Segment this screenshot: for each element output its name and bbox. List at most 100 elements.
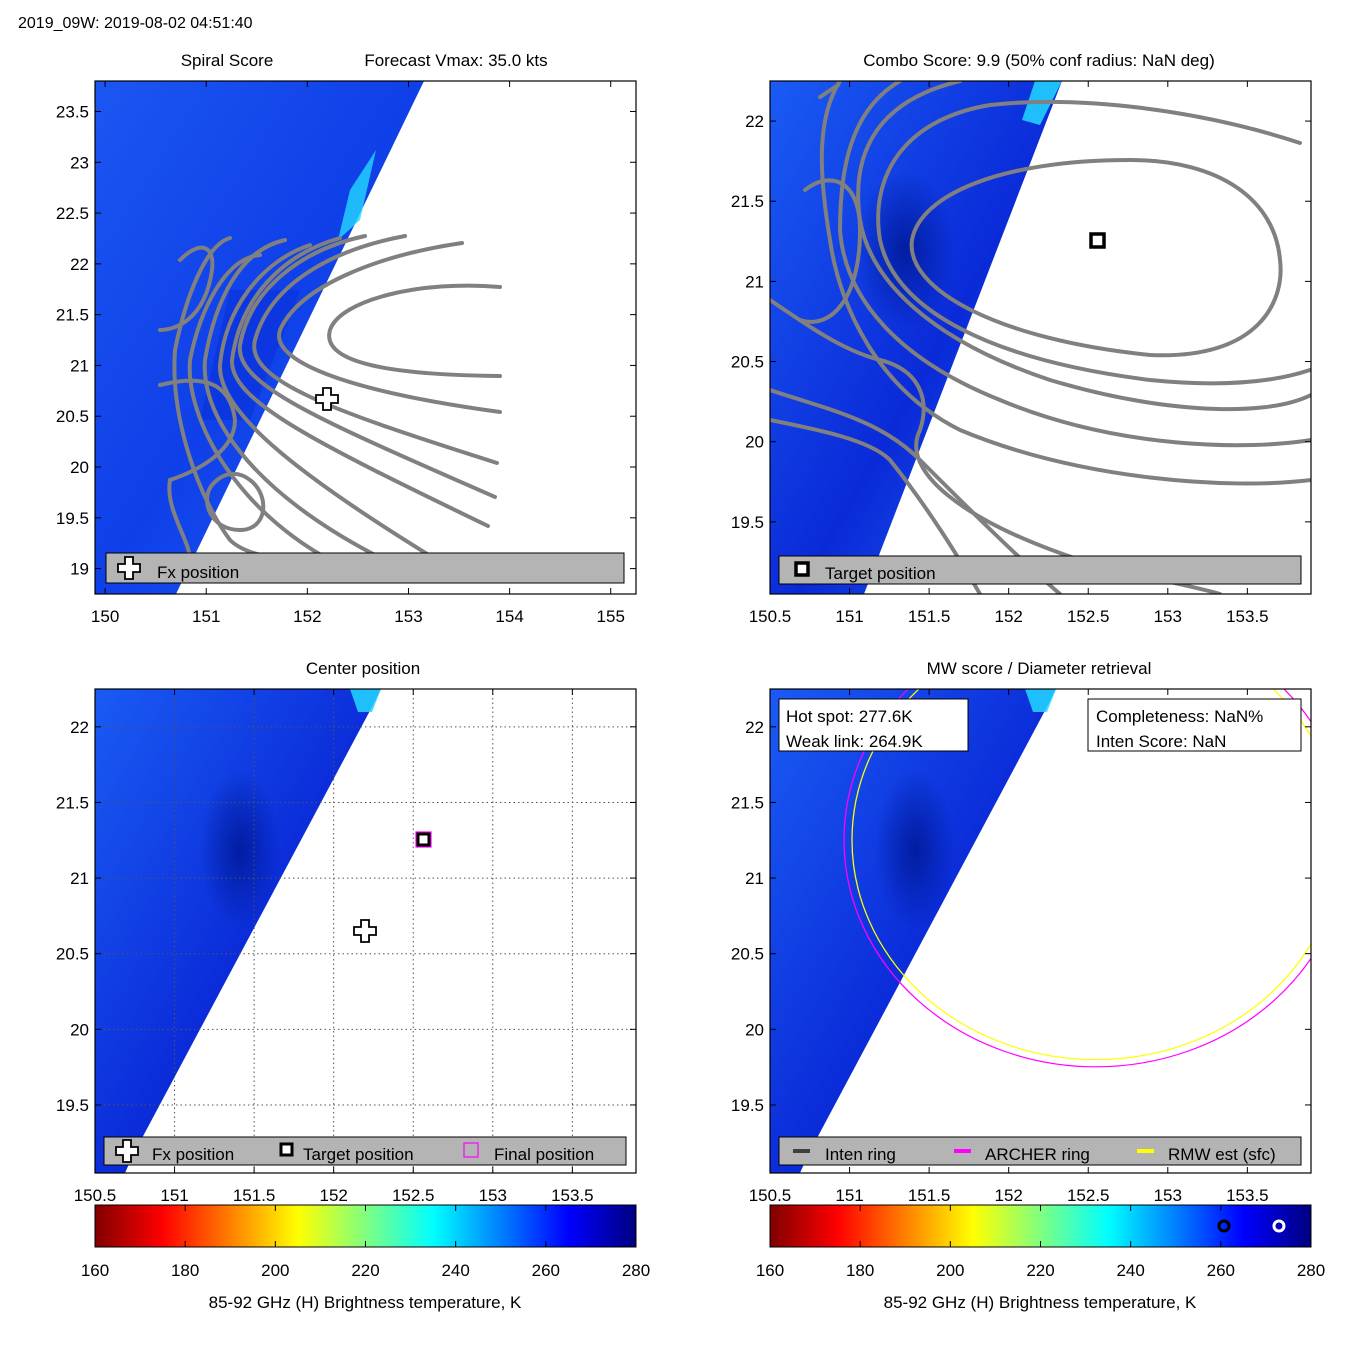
x-tick-label: 151.5 xyxy=(233,1186,276,1205)
mw-legend-archer: ARCHER ring xyxy=(985,1145,1090,1164)
contour xyxy=(876,99,1311,386)
colorbar-tick-label: 180 xyxy=(846,1261,874,1280)
mw-axes: 150.5 151 151.5 152 152.5 153 153.5 19.5 20 20.5 2… xyxy=(731,689,1311,1205)
colorbar-right-ticks: 160 180 200 220 240 260 280 xyxy=(756,1205,1325,1280)
contour xyxy=(909,157,1283,358)
x-tick-label: 152 xyxy=(994,607,1022,626)
combo-title: Combo Score: 9.9 (50% conf radius: NaN d… xyxy=(863,51,1215,70)
mw-info-left: Hot spot: 277.6K Weak link: 264.9K xyxy=(778,698,969,752)
y-tick-label: 21.5 xyxy=(731,192,764,211)
y-tick-label: 19.5 xyxy=(56,509,89,528)
combo-axes: 150.5 151 151.5 152 152.5 153 153.5 19.5 20 20.5 2… xyxy=(731,81,1311,626)
contour xyxy=(837,81,1311,448)
colorbar-left: 160 180 200 220 240 260 280 85-92 GHz (H) Brig… xyxy=(81,1204,650,1312)
colorbar-tick-label: 180 xyxy=(171,1261,199,1280)
combo-swath xyxy=(770,81,1062,594)
x-tick-label: 155 xyxy=(597,607,625,626)
contour xyxy=(856,81,1311,412)
x-tick-label: 150 xyxy=(91,607,119,626)
contour xyxy=(819,81,1311,486)
contour xyxy=(158,245,215,332)
center-axes: 150.5 151 151.5 152 152.5 153 153.5 19.5 20 20.5 2… xyxy=(56,689,636,1205)
x-tick-label: 153 xyxy=(1154,607,1182,626)
x-tick-label: 152.5 xyxy=(1067,607,1110,626)
panel-center-position: Center position Fx position Target posit… xyxy=(56,659,637,1205)
y-tick-label: 19.5 xyxy=(731,1096,764,1115)
x-tick-label: 153.5 xyxy=(1226,1186,1269,1205)
y-tick-label: 20.5 xyxy=(56,407,89,426)
hot-spot-text: Hot spot: 277.6K xyxy=(786,707,913,726)
contour xyxy=(202,238,397,567)
x-tick-label: 152.5 xyxy=(1067,1186,1110,1205)
figure-title: 2019_09W: 2019-08-02 04:51:40 xyxy=(18,15,253,32)
y-tick-label: 23 xyxy=(70,153,89,172)
y-tick-label: 20.5 xyxy=(731,353,764,372)
y-tick-label: 21 xyxy=(745,272,764,291)
spiral-legend-fx: Fx position xyxy=(157,563,239,582)
x-tick-label: 151.5 xyxy=(908,1186,951,1205)
mw-legend-inten: Inten ring xyxy=(825,1145,896,1164)
weak-link-marker xyxy=(1217,1219,1231,1233)
colorbar-tick-label: 200 xyxy=(936,1261,964,1280)
plus-marker-icon xyxy=(117,556,141,580)
combo-legend: Target position xyxy=(778,555,1302,585)
spiral-contours xyxy=(158,234,502,572)
contour xyxy=(818,83,840,99)
y-tick-label: 21.5 xyxy=(56,306,89,325)
contour xyxy=(229,236,490,528)
colorbar-tick-label: 160 xyxy=(81,1261,109,1280)
y-tick-label: 22 xyxy=(745,112,764,131)
x-tick-label: 154 xyxy=(495,607,523,626)
mw-cyan-edge xyxy=(1025,689,1056,712)
combo-contours xyxy=(770,81,1311,594)
center-cold-core xyxy=(200,770,280,930)
colorbar-right: 160 180 200 220 240 260 280 85-92 GHz (H) Brig… xyxy=(756,1204,1325,1312)
center-swath xyxy=(95,689,381,1173)
contour xyxy=(277,241,502,414)
center-legend-target: Target position xyxy=(303,1145,414,1164)
x-tick-label: 152.5 xyxy=(392,1186,435,1205)
mw-title: MW score / Diameter retrieval xyxy=(927,659,1152,678)
contour xyxy=(252,234,499,465)
y-tick-label: 20.5 xyxy=(56,945,89,964)
spiral-legend: Fx position xyxy=(105,552,625,584)
x-tick-label: 150.5 xyxy=(749,607,792,626)
y-tick-label: 19.5 xyxy=(56,1096,89,1115)
colorbar-tick-label: 280 xyxy=(622,1261,650,1280)
contour xyxy=(217,243,439,562)
x-tick-label: 153.5 xyxy=(1226,607,1269,626)
colorbar-tick-label: 260 xyxy=(1207,1261,1235,1280)
colorbar-right-markers xyxy=(1217,1219,1286,1233)
plus-marker-icon xyxy=(115,1139,139,1163)
mw-info-right: Completeness: NaN% Inten Score: NaN xyxy=(1087,698,1302,752)
x-tick-label: 151 xyxy=(160,1186,188,1205)
colorbar-right-label: 85-92 GHz (H) Brightness temperature, K xyxy=(884,1293,1197,1312)
x-tick-label: 152 xyxy=(994,1186,1022,1205)
spiral-cyan-edge xyxy=(338,150,376,240)
y-tick-label: 21.5 xyxy=(56,793,89,812)
x-tick-label: 153.5 xyxy=(551,1186,594,1205)
x-tick-label: 150.5 xyxy=(74,1186,117,1205)
contour xyxy=(205,471,266,533)
target-marker xyxy=(415,831,432,848)
completeness-text: Completeness: NaN% xyxy=(1096,707,1263,726)
y-tick-label: 20 xyxy=(70,458,89,477)
y-tick-label: 22.5 xyxy=(56,204,89,223)
x-tick-label: 152 xyxy=(319,1186,347,1205)
center-legend-final: Final position xyxy=(494,1145,594,1164)
mw-swath xyxy=(770,689,1056,1173)
square-marker-icon xyxy=(794,561,810,577)
x-tick-label: 153 xyxy=(394,607,422,626)
x-tick-label: 151 xyxy=(835,1186,863,1205)
x-tick-label: 151 xyxy=(192,607,220,626)
colorbar-tick-label: 280 xyxy=(1297,1261,1325,1280)
target-marker xyxy=(1089,232,1106,249)
inten-score-text: Inten Score: NaN xyxy=(1096,732,1226,751)
y-tick-label: 21 xyxy=(70,356,89,375)
y-tick-label: 22 xyxy=(70,718,89,737)
colorbar-left-label: 85-92 GHz (H) Brightness temperature, K xyxy=(209,1293,522,1312)
colorbar-tick-label: 160 xyxy=(756,1261,784,1280)
x-tick-label: 151.5 xyxy=(908,607,951,626)
contour xyxy=(237,234,497,499)
y-tick-label: 19 xyxy=(70,560,89,579)
